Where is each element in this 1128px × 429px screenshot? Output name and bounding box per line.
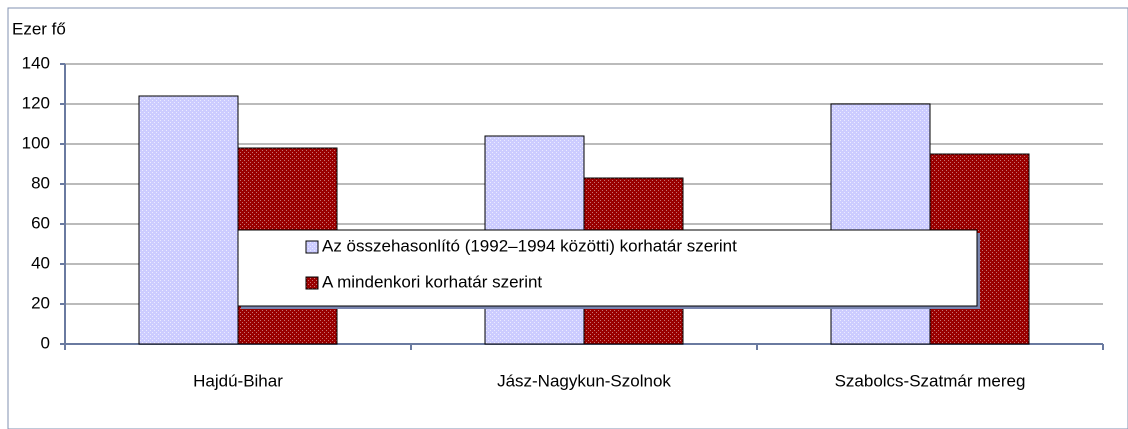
legend (237, 229, 978, 307)
x-tick-label: Szabolcs-Szatmár mereg (835, 371, 1026, 390)
bar (138, 95, 239, 345)
y-tick-label: 40 (31, 253, 50, 272)
y-tick-label: 20 (31, 293, 50, 312)
y-tick-label: 60 (31, 213, 50, 232)
y-tick-label: 100 (22, 133, 50, 152)
legend-swatch (305, 240, 319, 254)
x-tick-label: Jász-Nagykun-Szolnok (497, 371, 671, 390)
legend-swatch (305, 276, 319, 290)
y-tick-label: 120 (22, 93, 50, 112)
y-tick-label: 140 (22, 53, 50, 72)
y-tick-label: 80 (31, 173, 50, 192)
y-axis-label: Ezer fő (12, 19, 66, 38)
legend-label: A mindenkori korhatár szerint (322, 272, 542, 291)
x-tick-label: Hajdú-Bihar (193, 371, 283, 390)
y-tick-label: 0 (41, 333, 50, 352)
legend-label: Az összehasonlító (1992–1994 közötti) ko… (322, 236, 737, 255)
